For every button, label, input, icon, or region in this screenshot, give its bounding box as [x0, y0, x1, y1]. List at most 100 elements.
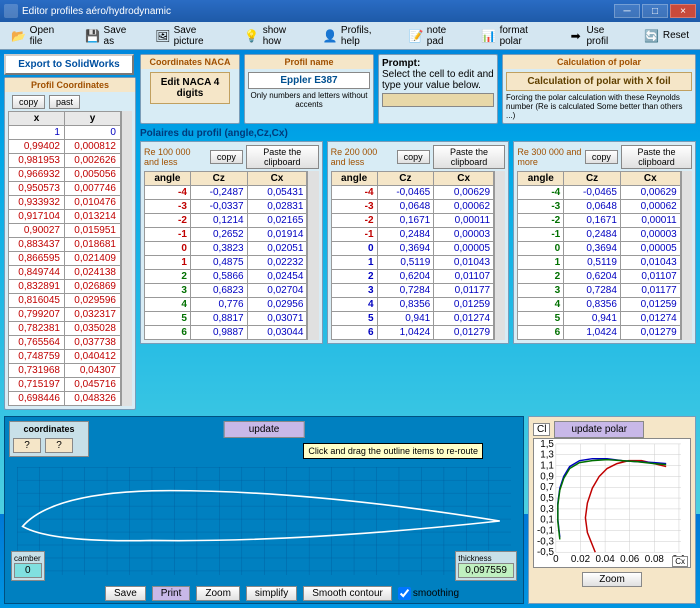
table-row[interactable]: 00,36940,00005 — [331, 242, 493, 256]
polar-copy-button[interactable]: copy — [397, 150, 430, 164]
close-button[interactable]: × — [670, 4, 696, 18]
save-as-button[interactable]: 💾Save as — [78, 22, 146, 50]
table-row[interactable]: 10,48750,02232 — [145, 256, 307, 270]
table-row[interactable]: 30,72840,01177 — [331, 284, 493, 298]
smooth-contour-button[interactable]: Smooth contour — [303, 586, 392, 601]
chart-zoom-button[interactable]: Zoom — [582, 572, 642, 587]
polar-copy-button[interactable]: copy — [210, 150, 243, 164]
table-row[interactable]: 20,62040,01107 — [331, 270, 493, 284]
table-row[interactable]: 10 — [9, 126, 121, 140]
table-row[interactable]: 0,7823810,035028 — [9, 322, 121, 336]
profile-grid[interactable] — [17, 467, 511, 575]
table-row[interactable]: -4-0,24870,05431 — [145, 186, 307, 200]
table-row[interactable]: 0,7487590,040412 — [9, 350, 121, 364]
table-row[interactable]: 0,7151970,045716 — [9, 378, 121, 392]
polar-chart-area[interactable]: 1,51,31,10,90,70,50,30,1-0,1-0,3-0,5 00.… — [533, 438, 691, 568]
polar-paste-button[interactable]: Paste the clipboard — [433, 145, 506, 169]
profilname-value[interactable]: Eppler E387 — [248, 72, 370, 89]
draw-save-button[interactable]: Save — [105, 586, 146, 601]
draw-print-button[interactable]: Print — [152, 586, 191, 601]
table-row[interactable]: -20,12140,02165 — [145, 214, 307, 228]
save-picture-button[interactable]: 🖼Save picture — [148, 22, 235, 50]
table-row[interactable]: 60,98870,03044 — [145, 326, 307, 340]
table-row[interactable]: 0,8328910,026869 — [9, 280, 121, 294]
reset-button[interactable]: 🔄Reset — [637, 25, 696, 47]
polar-paste-button[interactable]: Paste the clipboard — [246, 145, 319, 169]
notepad-button[interactable]: 📝note pad — [401, 22, 472, 50]
coords-scrollbar[interactable] — [121, 111, 132, 406]
table-row[interactable]: 0,9505730,007746 — [9, 182, 121, 196]
polar-scrollbar[interactable] — [494, 171, 505, 340]
table-row[interactable]: 00,36940,00005 — [518, 242, 680, 256]
table-row[interactable]: -10,24840,00003 — [518, 228, 680, 242]
minimize-button[interactable]: ─ — [614, 4, 640, 18]
table-row[interactable]: 10,51190,01043 — [518, 256, 680, 270]
table-row[interactable]: -20,16710,00011 — [331, 214, 493, 228]
table-row[interactable]: 0,9819530,002626 — [9, 154, 121, 168]
table-row[interactable]: 0,8834370,018681 — [9, 238, 121, 252]
table-row[interactable]: 0,9669320,005056 — [9, 168, 121, 182]
coords-past-button[interactable]: past — [49, 95, 80, 109]
table-row[interactable]: 10,51190,01043 — [331, 256, 493, 270]
table-row[interactable]: -10,26520,01914 — [145, 228, 307, 242]
table-row[interactable]: 40,83560,01259 — [331, 298, 493, 312]
update-polar-button[interactable]: update polar — [554, 421, 644, 438]
table-row[interactable]: 61,04240,01279 — [518, 326, 680, 340]
table-row[interactable]: -10,24840,00003 — [331, 228, 493, 242]
edit-naca-button[interactable]: Edit NACA 4 digits — [150, 72, 230, 104]
coord-q1-button[interactable]: ? — [13, 438, 41, 453]
svg-text:1,3: 1,3 — [540, 450, 554, 461]
table-row[interactable]: 40,7760,02956 — [145, 298, 307, 312]
use-profil-button[interactable]: ➡Use profil — [561, 22, 635, 50]
prompt-input[interactable] — [382, 93, 494, 107]
table-row[interactable]: 0,900270,015951 — [9, 224, 121, 238]
table-row[interactable]: -30,06480,00062 — [518, 200, 680, 214]
table-row[interactable]: -20,16710,00011 — [518, 214, 680, 228]
export-solidworks-button[interactable]: Export to SolidWorks — [4, 54, 134, 75]
polaire-panel: Re 100 000 and less copy Paste the clipb… — [140, 141, 323, 344]
table-row[interactable]: 0,7655640,037738 — [9, 336, 121, 350]
smoothing-checkbox[interactable]: smoothing — [398, 587, 459, 600]
table-row[interactable]: 20,58660,02454 — [145, 270, 307, 284]
table-row[interactable]: 0,8497440,024138 — [9, 266, 121, 280]
table-row[interactable]: -3-0,03370,02831 — [145, 200, 307, 214]
polar-paste-button[interactable]: Paste the clipboard — [621, 145, 692, 169]
table-row[interactable]: -4-0,04650,00629 — [518, 186, 680, 200]
polar-scrollbar[interactable] — [681, 171, 692, 340]
simplify-button[interactable]: simplify — [246, 586, 297, 601]
show-how-button[interactable]: 💡show how — [237, 22, 313, 50]
table-row[interactable]: 0,7992070,032317 — [9, 308, 121, 322]
table-row[interactable]: 0,8665950,021409 — [9, 252, 121, 266]
table-row[interactable]: 50,9410,01274 — [518, 312, 680, 326]
table-row[interactable]: 0,8160450,029596 — [9, 294, 121, 308]
table-row[interactable]: 0,7319680,04307 — [9, 364, 121, 378]
table-row[interactable]: 0,6984460,048326 — [9, 392, 121, 406]
coord-q2-button[interactable]: ? — [45, 438, 73, 453]
update-button[interactable]: update — [224, 421, 305, 438]
format-polar-button[interactable]: 📊format polar — [474, 22, 559, 50]
profils-help-button[interactable]: 👤Profils, help — [315, 22, 399, 50]
table-row[interactable]: 0,994020,000812 — [9, 140, 121, 154]
table-row[interactable]: 50,88170,03071 — [145, 312, 307, 326]
camber-value[interactable]: 0 — [14, 563, 42, 578]
calc-polar-button[interactable]: Calculation of polar with X foil — [506, 72, 692, 91]
table-row[interactable]: 30,72840,01177 — [518, 284, 680, 298]
thickness-value[interactable]: 0,097559 — [458, 563, 514, 578]
table-row[interactable]: 40,83560,01259 — [518, 298, 680, 312]
table-row[interactable]: 0,9171040,013214 — [9, 210, 121, 224]
table-row[interactable]: 20,62040,01107 — [518, 270, 680, 284]
table-row[interactable]: 61,04240,01279 — [331, 326, 493, 340]
table-row[interactable]: 00,38230,02051 — [145, 242, 307, 256]
polar-scrollbar[interactable] — [307, 171, 318, 340]
open-file-button[interactable]: 📂Open file — [4, 22, 76, 50]
table-row[interactable]: -30,06480,00062 — [331, 200, 493, 214]
table-row[interactable]: 30,68230,02704 — [145, 284, 307, 298]
coords-copy-button[interactable]: copy — [12, 95, 45, 109]
table-row[interactable]: 50,9410,01274 — [331, 312, 493, 326]
coords-table[interactable]: xy 100,994020,0008120,9819530,0026260,96… — [8, 111, 121, 406]
table-row[interactable]: -4-0,04650,00629 — [331, 186, 493, 200]
table-row[interactable]: 0,9339320,010476 — [9, 196, 121, 210]
draw-zoom-button[interactable]: Zoom — [196, 586, 240, 601]
maximize-button[interactable]: □ — [642, 4, 668, 18]
polar-copy-button[interactable]: copy — [585, 150, 618, 164]
